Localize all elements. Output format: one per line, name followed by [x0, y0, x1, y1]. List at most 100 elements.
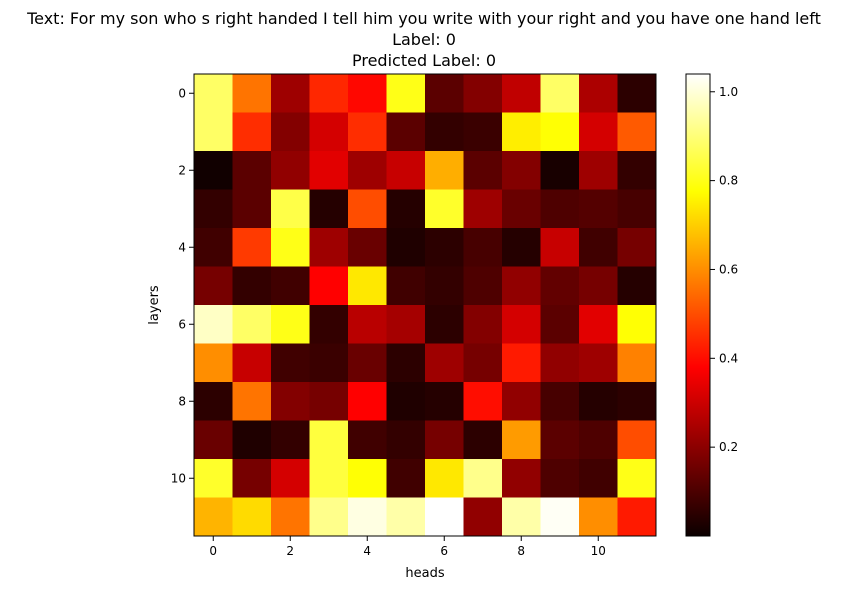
heatmap-cell-r8-c3	[309, 382, 349, 421]
heatmap-cells	[194, 74, 657, 537]
heatmap-cell-r4-c6	[425, 228, 464, 267]
x-tick-label: 2	[286, 544, 294, 558]
heatmap-cell-r1-c3	[309, 112, 349, 152]
heatmap-cell-r1-c8	[502, 112, 541, 152]
x-tick-label: 4	[363, 544, 371, 558]
heatmap-cell-r6-c0	[194, 305, 233, 344]
heatmap-cell-r8-c6	[425, 382, 464, 421]
heatmap-cell-r11-c1	[232, 497, 272, 537]
heatmap-cell-r1-c0	[194, 112, 233, 152]
heatmap-cell-r7-c2	[271, 343, 310, 383]
x-axis-label: heads	[405, 566, 444, 581]
heatmap-cell-r5-c8	[502, 266, 541, 306]
heatmap-cell-r2-c2	[271, 151, 310, 190]
heatmap-cell-r2-c3	[309, 151, 349, 190]
heatmap-cell-r4-c0	[194, 228, 233, 267]
heatmap-cell-r8-c2	[271, 382, 310, 421]
heatmap-cell-r10-c10	[579, 459, 618, 498]
heatmap-cell-r6-c9	[540, 305, 580, 344]
heatmap-cell-r8-c4	[348, 382, 387, 421]
heatmap-cell-r5-c11	[617, 266, 657, 306]
heatmap-cell-r11-c10	[579, 497, 618, 537]
x-tick-label: 6	[440, 544, 448, 558]
heatmap-cell-r4-c4	[348, 228, 387, 267]
heatmap-cell-r5-c5	[386, 266, 426, 306]
heatmap-cell-r1-c4	[348, 112, 387, 152]
colorbar-tick-label: 0.2	[719, 440, 738, 454]
heatmap-cell-r7-c6	[425, 343, 464, 383]
heatmap-cell-r11-c0	[194, 497, 233, 537]
heatmap-cell-r4-c2	[271, 228, 310, 267]
heatmap-cell-r11-c8	[502, 497, 541, 537]
heatmap-cell-r1-c9	[540, 112, 580, 152]
heatmap-cell-r1-c2	[271, 112, 310, 152]
heatmap-cell-r5-c3	[309, 266, 349, 306]
heatmap-cell-r5-c4	[348, 266, 387, 306]
heatmap-cell-r7-c0	[194, 343, 233, 383]
heatmap-cell-r9-c7	[463, 420, 503, 460]
heatmap-cell-r2-c11	[617, 151, 657, 190]
heatmap-cell-r0-c3	[309, 74, 349, 113]
heatmap-cell-r4-c1	[232, 228, 272, 267]
y-tick-label: 10	[171, 471, 186, 485]
heatmap-cell-r6-c1	[232, 305, 272, 344]
heatmap-cell-r6-c11	[617, 305, 657, 344]
heatmap-cell-r1-c5	[386, 112, 426, 152]
heatmap-cell-r3-c9	[540, 189, 580, 229]
heatmap-cell-r7-c8	[502, 343, 541, 383]
heatmap-cell-r3-c6	[425, 189, 464, 229]
heatmap-cell-r8-c11	[617, 382, 657, 421]
heatmap-cell-r4-c10	[579, 228, 618, 267]
heatmap-cell-r11-c9	[540, 497, 580, 537]
heatmap-cell-r2-c0	[194, 151, 233, 190]
heatmap-cell-r0-c6	[425, 74, 464, 113]
heatmap-cell-r6-c4	[348, 305, 387, 344]
colorbar-tick-label: 0.8	[719, 174, 738, 188]
heatmap-cell-r3-c1	[232, 189, 272, 229]
heatmap-cell-r0-c0	[194, 74, 233, 113]
chart-title-label: Label: 0	[392, 30, 456, 49]
colorbar-tick-label: 1.0	[719, 85, 738, 99]
heatmap-cell-r1-c6	[425, 112, 464, 152]
colorbar-tick-label: 0.4	[719, 351, 738, 365]
heatmap-cell-r3-c11	[617, 189, 657, 229]
heatmap-cell-r0-c8	[502, 74, 541, 113]
heatmap-cell-r2-c7	[463, 151, 503, 190]
colorbar-ticks: 0.2 0.4 0.6 0.8 1.0	[710, 85, 738, 454]
chart-title-text: Text: For my son who s right handed I te…	[27, 9, 821, 28]
heatmap-cell-r7-c5	[386, 343, 426, 383]
heatmap-cell-r6-c6	[425, 305, 464, 344]
colorbar-tick-label: 0.6	[719, 262, 738, 276]
heatmap-cell-r7-c9	[540, 343, 580, 383]
heatmap-cell-r5-c2	[271, 266, 310, 306]
heatmap-cell-r4-c7	[463, 228, 503, 267]
heatmap-cell-r2-c4	[348, 151, 387, 190]
heatmap-cell-r2-c9	[540, 151, 580, 190]
heatmap-cell-r7-c3	[309, 343, 349, 383]
heatmap-cell-r3-c8	[502, 189, 541, 229]
heatmap-cell-r8-c7	[463, 382, 503, 421]
heatmap-cell-r5-c10	[579, 266, 618, 306]
y-tick-label: 4	[178, 240, 186, 254]
heatmap-cell-r10-c3	[309, 459, 349, 498]
heatmap-cell-r7-c11	[617, 343, 657, 383]
heatmap-cell-r9-c5	[386, 420, 426, 460]
heatmap-cell-r7-c1	[232, 343, 272, 383]
heatmap-cell-r8-c10	[579, 382, 618, 421]
heatmap-cell-r3-c10	[579, 189, 618, 229]
heatmap-cell-r9-c10	[579, 420, 618, 460]
x-axis-ticks: 0 2 4 6 8 10	[209, 536, 606, 558]
y-axis-ticks: 0 2 4 6 8 10	[171, 86, 194, 485]
heatmap-cell-r11-c4	[348, 497, 387, 537]
heatmap-cell-r11-c7	[463, 497, 503, 537]
heatmap-cell-r10-c2	[271, 459, 310, 498]
heatmap-cell-r2-c1	[232, 151, 272, 190]
heatmap-cell-r4-c3	[309, 228, 349, 267]
heatmap-cell-r6-c7	[463, 305, 503, 344]
heatmap-cell-r9-c11	[617, 420, 657, 460]
y-axis-label: layers	[147, 285, 162, 325]
heatmap-cell-r3-c2	[271, 189, 310, 229]
heatmap-cell-r10-c11	[617, 459, 657, 498]
heatmap-cell-r10-c5	[386, 459, 426, 498]
